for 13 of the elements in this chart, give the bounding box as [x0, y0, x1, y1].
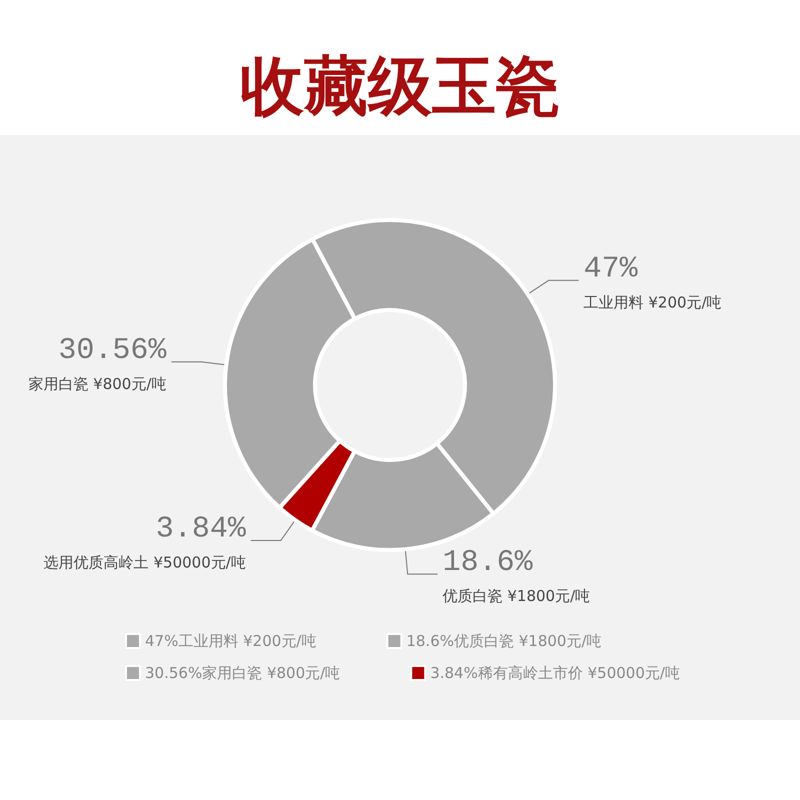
data-label: 47% [584, 252, 639, 286]
legend-label: 30.56%家用白瓷 ¥800元/吨 [145, 664, 340, 682]
legend-label: 18.6%优质白瓷 ¥1800元/吨 [406, 632, 602, 650]
legend-label: 47%工业用料 ¥200元/吨 [145, 632, 316, 650]
legend-label: 3.84%稀有高岭土市价 ¥50000元/吨 [430, 664, 680, 682]
data-label: 3.84% [156, 512, 247, 546]
text: 优质白瓷 ¥1800元/吨 [442, 587, 590, 606]
data-label: 18.6% [442, 546, 534, 580]
data-label: 30.56% [58, 334, 168, 368]
chart-title: 收藏级玉瓷 [240, 50, 560, 124]
text: 家用白瓷 ¥800元/吨 [28, 374, 166, 393]
text: 选用优质高岭土 ¥50000元/吨 [44, 554, 246, 572]
text: 工业用料 ¥200元/吨 [584, 293, 722, 312]
